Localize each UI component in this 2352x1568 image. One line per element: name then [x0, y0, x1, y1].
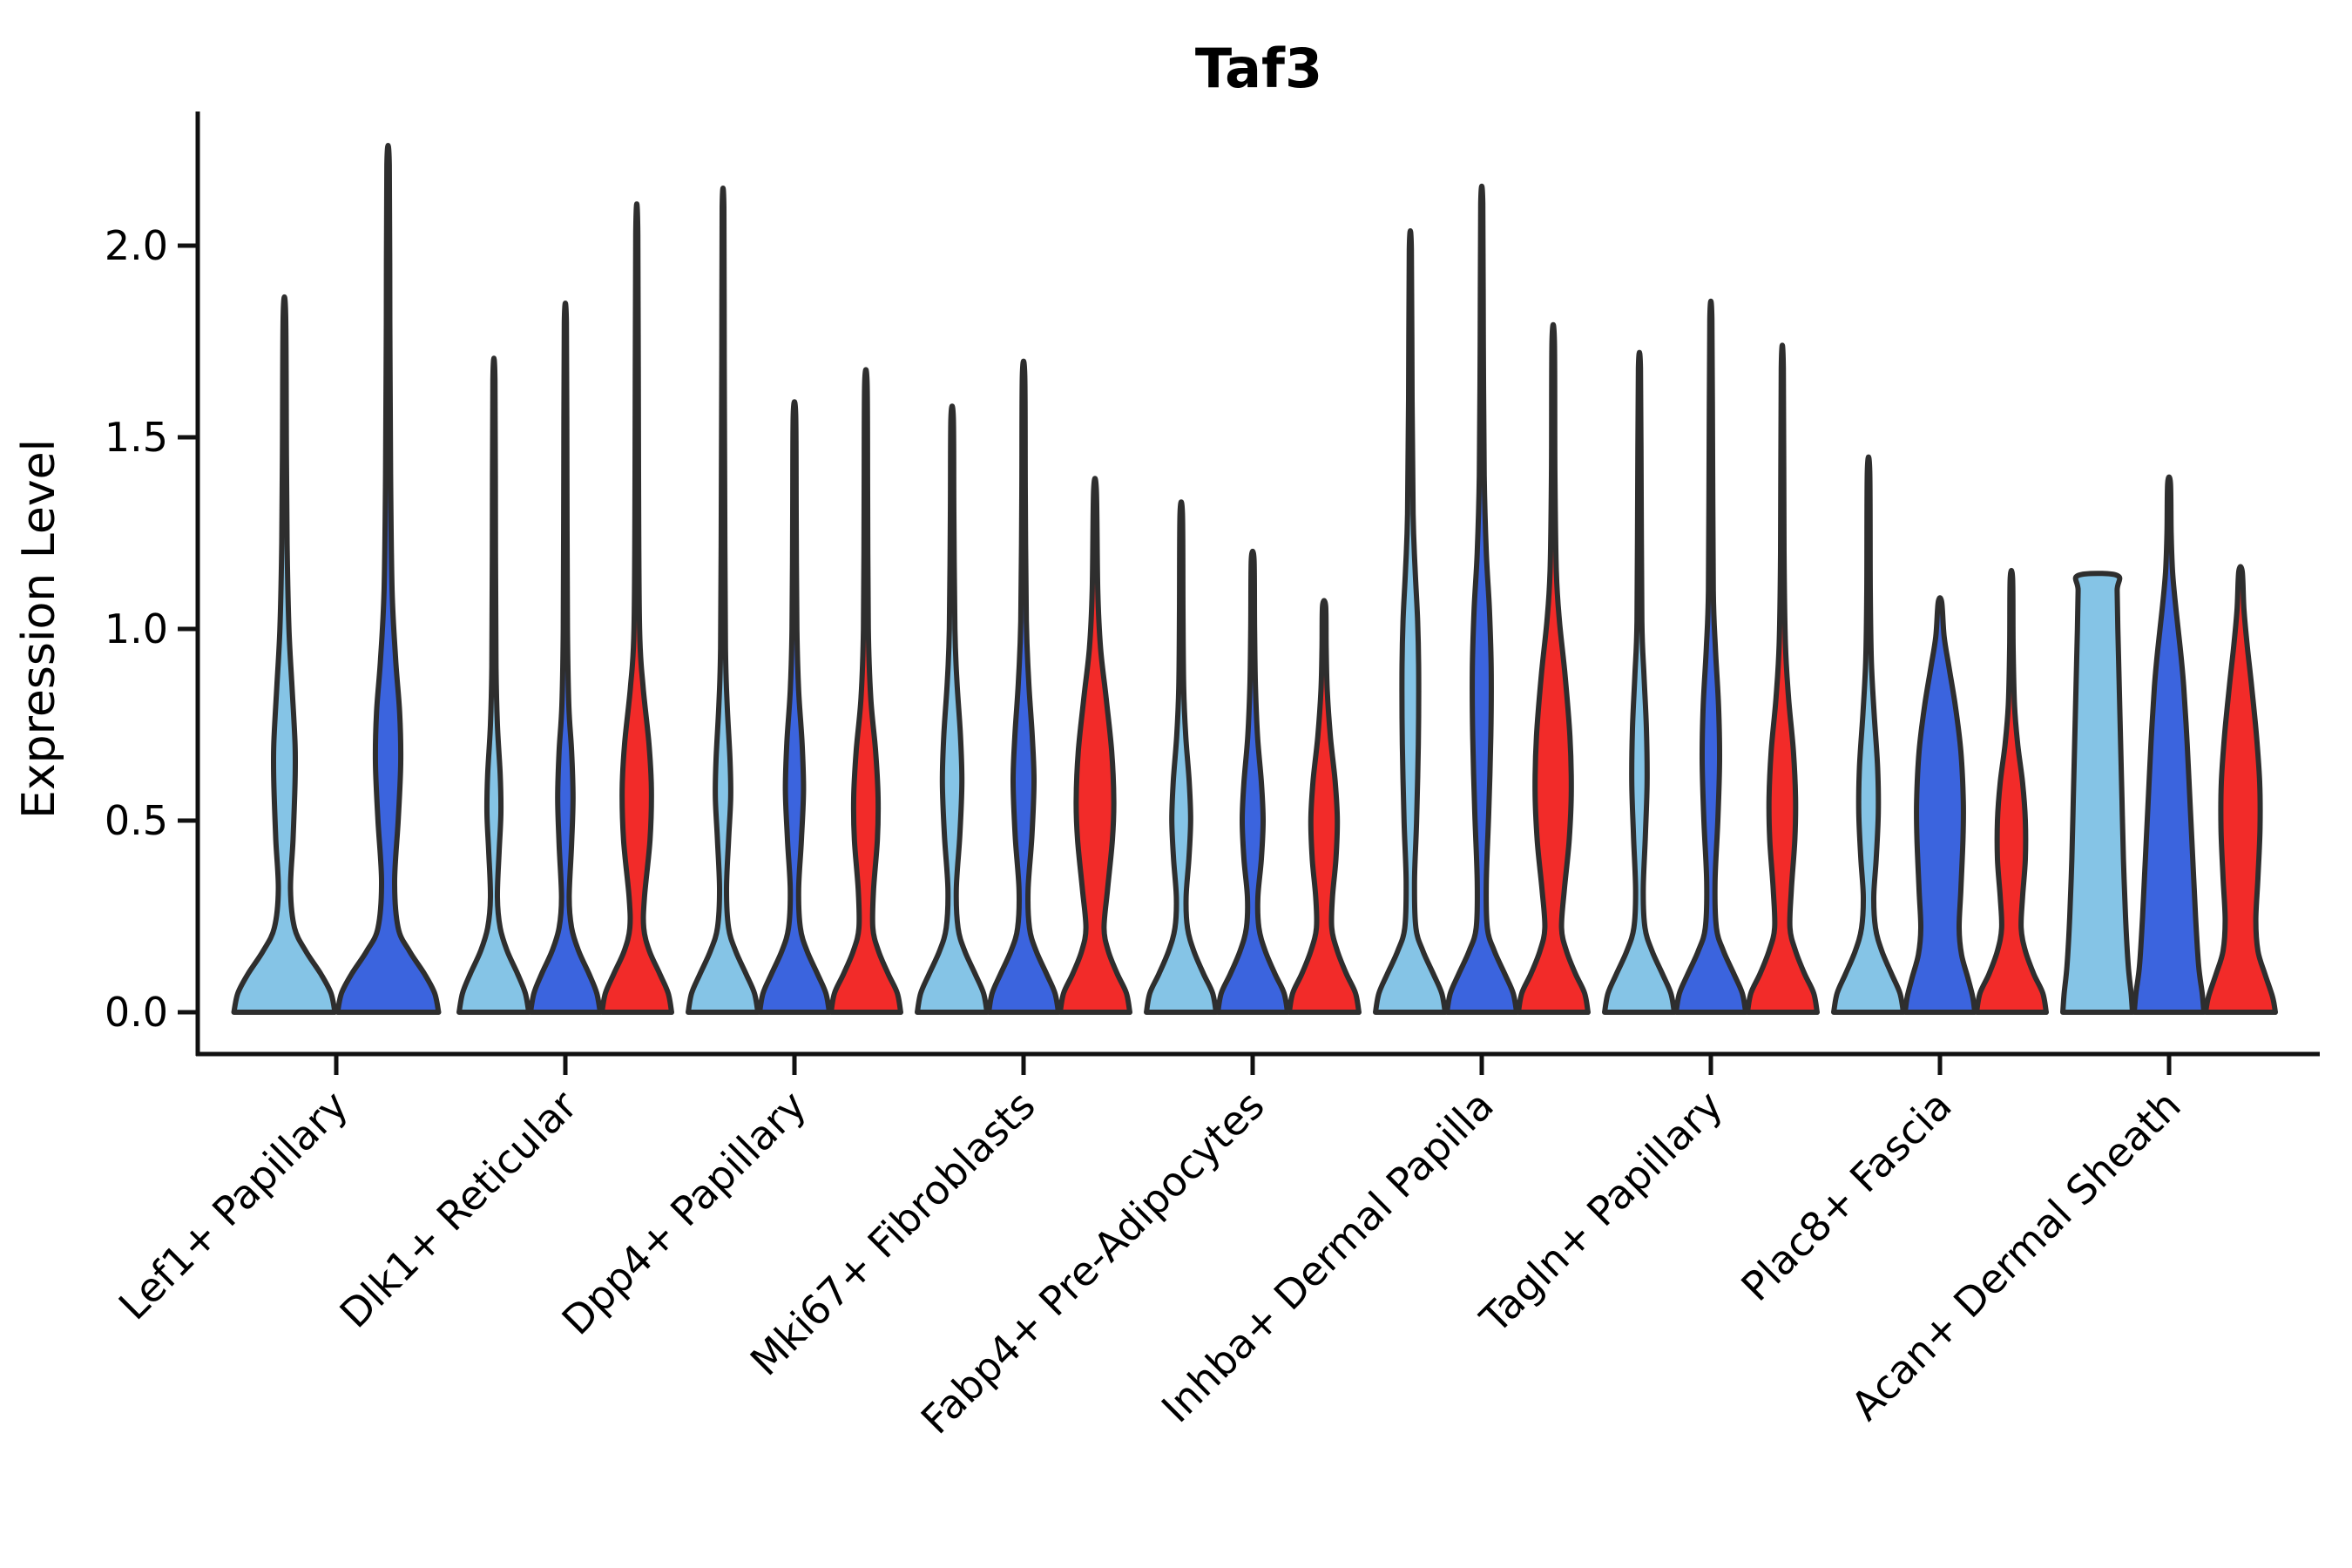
- y-tick-label: 1.0: [105, 605, 168, 652]
- x-tick-label: Tagln+ Papillary: [1470, 1082, 1732, 1343]
- x-tick-label: Lef1+ Papillary: [110, 1082, 357, 1329]
- y-tick-label: 0.0: [105, 989, 168, 1036]
- chart-title: Taf3: [1195, 37, 1322, 100]
- text-layer: Taf3 Expression Level: [13, 37, 1322, 819]
- violin-inhba-dermal-papilla-red: [1516, 321, 1591, 1015]
- violin-mki67-fibroblasts-red: [1058, 476, 1132, 1015]
- violin-acan-dermal-sheath-light_blue: [2060, 571, 2135, 1015]
- violin-lef1-papillary-dark_blue: [335, 143, 442, 1015]
- violin-tagln-papillary-red: [1745, 342, 1820, 1015]
- y-axis-label: Expression Level: [13, 439, 65, 819]
- violin-inhba-dermal-papilla-dark_blue: [1444, 183, 1519, 1015]
- violin-dpp4-papillary-red: [828, 367, 903, 1015]
- violins-layer: [231, 143, 2278, 1015]
- violin-dlk1-reticular-dark_blue: [528, 301, 603, 1015]
- violin-lef1-papillary-light_blue: [231, 294, 338, 1015]
- violin-plac8-fascia-red: [1974, 567, 2049, 1015]
- violin-dlk1-reticular-red: [599, 201, 674, 1015]
- violin-fabp4-pre-adipocytes-light_blue: [1144, 499, 1219, 1015]
- violin-dpp4-papillary-dark_blue: [757, 399, 832, 1015]
- violin-mki67-fibroblasts-dark_blue: [986, 358, 1061, 1015]
- violin-plac8-fascia-dark_blue: [1903, 595, 1977, 1015]
- violin-fabp4-pre-adipocytes-red: [1287, 598, 1362, 1015]
- y-tick-label: 2.0: [105, 222, 168, 269]
- violin-inhba-dermal-papilla-light_blue: [1373, 227, 1448, 1015]
- violin-dpp4-papillary-light_blue: [686, 186, 760, 1015]
- violin-tagln-papillary-dark_blue: [1673, 298, 1748, 1015]
- violin-plac8-fascia-light_blue: [1831, 454, 1906, 1015]
- violin-dlk1-reticular-light_blue: [456, 355, 531, 1015]
- y-tick-label: 0.5: [105, 797, 168, 844]
- violin-fabp4-pre-adipocytes-dark_blue: [1215, 548, 1290, 1015]
- violin-acan-dermal-sheath-dark_blue: [2132, 474, 2207, 1015]
- y-tick-label: 1.5: [105, 414, 168, 461]
- x-tick-label: Dlk1+ Reticular: [331, 1082, 586, 1337]
- violin-tagln-papillary-light_blue: [1602, 349, 1677, 1015]
- violin-acan-dermal-sheath-red: [2203, 564, 2278, 1015]
- x-tick-label: Dpp4+ Papillary: [553, 1082, 815, 1344]
- x-tick-label: Plac8+ Fascia: [1732, 1082, 1960, 1310]
- violin-mki67-fibroblasts-light_blue: [915, 403, 990, 1015]
